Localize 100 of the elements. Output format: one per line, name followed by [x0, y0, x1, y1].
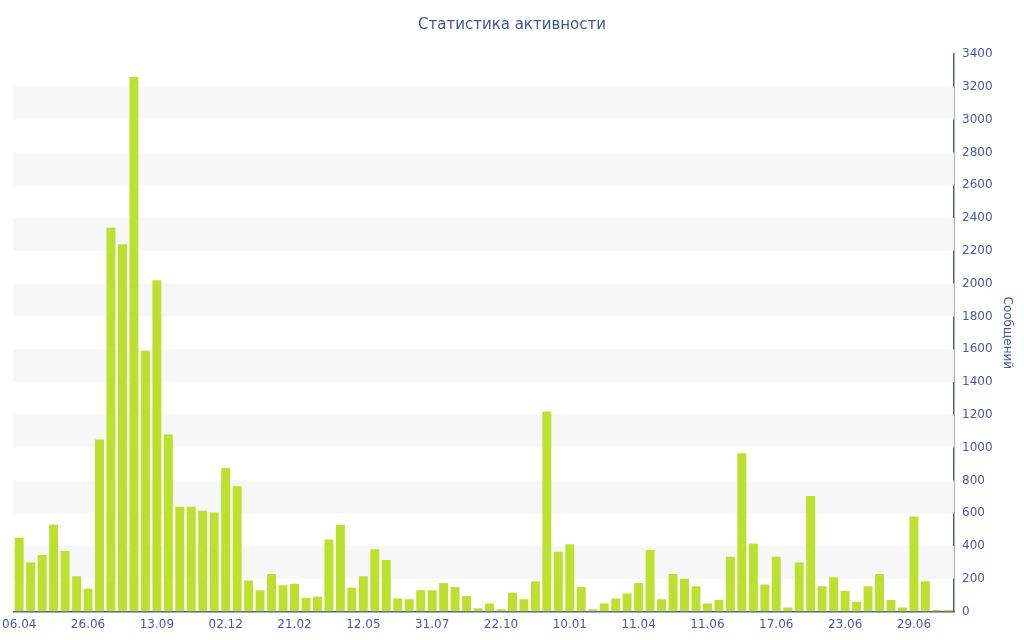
- bar: [507, 592, 517, 612]
- bar: [840, 591, 850, 612]
- x-tick-label: 11.04: [621, 616, 656, 631]
- bar: [668, 573, 678, 612]
- x-tick-label: 31.07: [414, 616, 450, 631]
- y2-tick-label: 3200: [962, 78, 993, 93]
- y2-axis-title: Сообщений: [1000, 296, 1015, 370]
- bar: [771, 556, 781, 612]
- bar: [737, 453, 747, 612]
- x-tick-label: 22.10: [483, 616, 519, 631]
- bar: [622, 593, 632, 612]
- bar: [657, 599, 667, 612]
- y2-tick-label: 1400: [962, 374, 993, 389]
- x-tick-label: 26.06: [70, 616, 106, 631]
- x-tick-label: 21.02: [277, 616, 312, 631]
- bar: [427, 590, 437, 612]
- bar: [152, 280, 162, 612]
- bar: [14, 537, 24, 612]
- bar: [117, 244, 127, 612]
- bar: [358, 576, 368, 612]
- bar: [829, 577, 839, 612]
- bar: [49, 524, 59, 612]
- bar: [863, 586, 873, 612]
- bar: [72, 576, 82, 612]
- y2-tick-label: 1600: [962, 341, 993, 356]
- bar: [725, 556, 735, 612]
- bar: [416, 590, 426, 612]
- y2-tick-label: 2200: [962, 242, 993, 257]
- bar: [553, 551, 563, 612]
- bar: [852, 601, 862, 612]
- bar: [565, 544, 575, 612]
- bar: [462, 596, 472, 612]
- bar: [95, 439, 104, 612]
- bar: [450, 587, 460, 612]
- y2-tick-label: 2400: [962, 210, 993, 225]
- bar: [680, 578, 689, 612]
- bar: [221, 468, 231, 612]
- chart-title: Статистика активности: [418, 14, 606, 33]
- bar: [404, 599, 414, 612]
- y2-tick-label: 2600: [962, 177, 993, 192]
- bar: [175, 506, 185, 612]
- bar: [794, 562, 804, 612]
- y2-tick-label: 3400: [962, 46, 993, 61]
- bar: [198, 510, 208, 612]
- y2-tick-label: 2000: [962, 275, 993, 290]
- bar: [485, 603, 494, 612]
- x-tick-label: 12.05: [346, 616, 381, 631]
- y2-tick-label: 0: [962, 603, 970, 618]
- x-tick-label: 06.04: [2, 616, 37, 631]
- bar: [232, 486, 242, 612]
- bar: [760, 584, 770, 612]
- bar: [312, 596, 322, 612]
- bar: [209, 512, 219, 612]
- bar: [324, 539, 334, 612]
- y2-tick-label: 1000: [962, 439, 993, 454]
- bar: [129, 76, 139, 612]
- x-tick-label: 13.09: [139, 616, 175, 631]
- x-tick-label: 23.06: [827, 616, 863, 631]
- x-tick-label: 29.06: [896, 616, 932, 631]
- y2-tick-label: 3000: [962, 111, 993, 126]
- bar: [370, 549, 380, 612]
- bar: [60, 550, 70, 612]
- bar: [26, 562, 36, 612]
- bar: [255, 590, 265, 612]
- bar: [634, 582, 644, 612]
- bar: [186, 506, 196, 612]
- bar: [542, 411, 552, 612]
- bar: [290, 583, 299, 612]
- bar: [473, 608, 483, 612]
- bar: [267, 573, 277, 612]
- x-tick-label: 02.12: [208, 616, 243, 631]
- bar: [806, 495, 816, 612]
- y2-tick-label: 1200: [962, 406, 993, 421]
- bar: [530, 581, 540, 612]
- bar: [37, 555, 47, 612]
- bar: [645, 550, 655, 612]
- bar: [140, 350, 150, 612]
- bar: [381, 559, 391, 612]
- bar: [920, 581, 930, 612]
- bar: [875, 573, 884, 612]
- bar: [576, 587, 586, 612]
- y2-tick-label: 1800: [962, 308, 993, 323]
- y2-tick-label: 800: [962, 472, 985, 487]
- y2-tick-label: 200: [962, 570, 985, 585]
- bar: [244, 580, 254, 612]
- x-tick-label: 11.06: [690, 616, 725, 631]
- y2-tick-label: 600: [962, 505, 985, 520]
- x-tick-label: 10.01: [552, 616, 587, 631]
- y2-tick-label: 2800: [962, 144, 993, 159]
- bar: [278, 585, 288, 612]
- bar: [748, 543, 758, 612]
- bar: [163, 434, 173, 612]
- bar: [347, 587, 357, 612]
- y2-tick-label: 400: [962, 538, 985, 553]
- bar: [83, 588, 93, 612]
- bar: [702, 603, 712, 612]
- bar: [439, 582, 449, 612]
- bar: [909, 516, 919, 612]
- bar: [335, 524, 345, 612]
- x-tick-label: 17.06: [759, 616, 794, 631]
